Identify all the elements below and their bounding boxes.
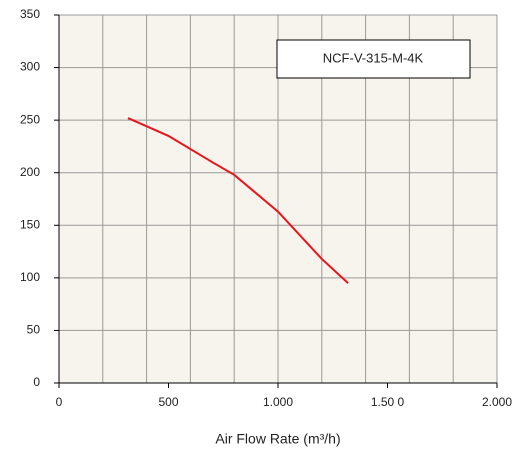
y-tick-label: 0 [33,375,40,389]
legend-box [276,39,471,79]
x-tick-label: 500 [158,395,178,409]
x-tick-label: 1.000 [263,395,293,409]
line [127,117,349,284]
y-tick-label: 200 [20,165,40,179]
y-tick-label: 50 [27,323,41,337]
y-tick-label: 250 [20,112,40,126]
y-tick-label: 300 [20,60,40,74]
x-tick-label: 0 [56,395,63,409]
y-tick-label: 150 [20,217,40,231]
x-tick-label: 2.000 [482,395,512,409]
x-axis-label: Air Flow Rate (m³/h) [215,431,340,447]
y-tick-label: 350 [20,7,40,21]
y-tick-label: 100 [20,270,40,284]
legend-label: NCF-V-315-M-4K [323,50,424,65]
x-tick-label: 1.50 0 [371,395,405,409]
